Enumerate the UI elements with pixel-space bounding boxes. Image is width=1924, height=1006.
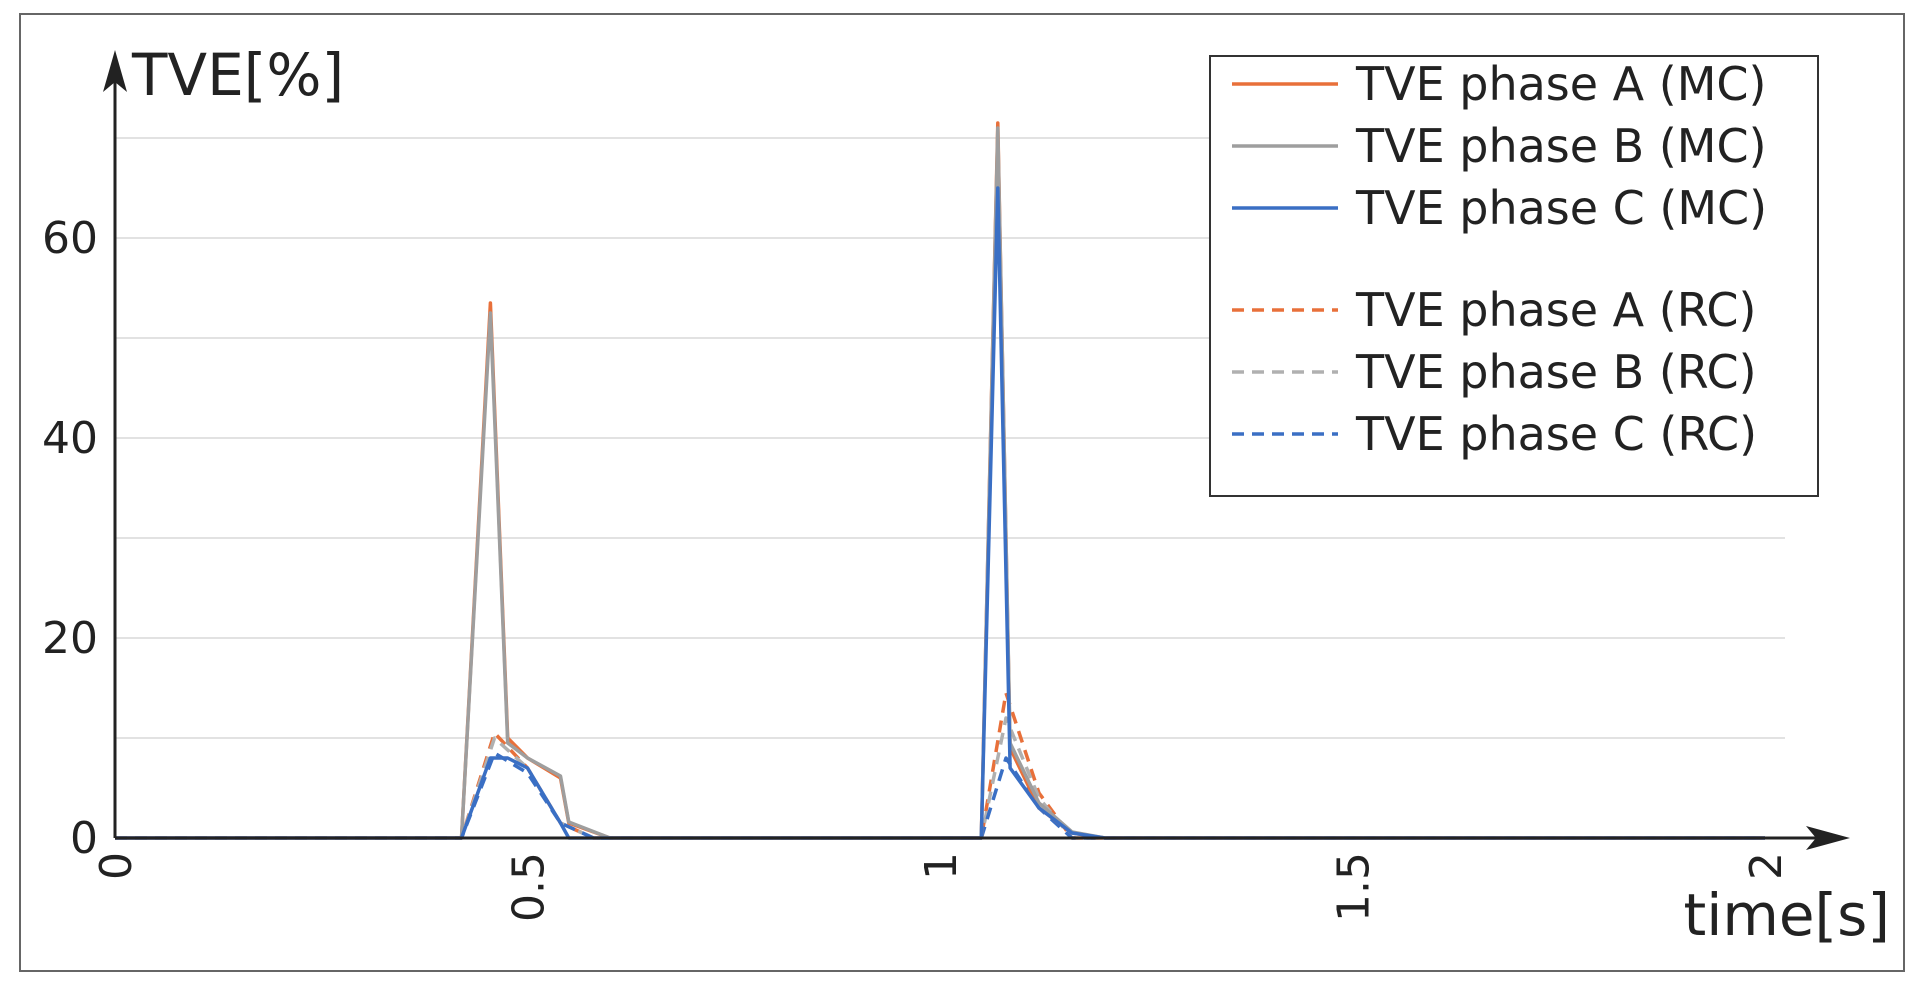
legend-label: TVE phase A (RC) — [1355, 283, 1756, 337]
y-tick-label: 0 — [70, 813, 98, 864]
legend-label: TVE phase B (MC) — [1355, 119, 1767, 173]
legend-label: TVE phase B (RC) — [1355, 345, 1757, 399]
legend-label: TVE phase A (MC) — [1355, 57, 1766, 111]
x-axis-label: time[s] — [1683, 881, 1890, 949]
tick-labels: 0 20 40 60 0 0.5 1 1.5 2 — [42, 213, 1792, 922]
legend-label: TVE phase C (RC) — [1355, 407, 1757, 461]
x-tick-label: 0 — [91, 852, 142, 880]
y-axis-label: TVE[%] — [131, 41, 344, 109]
x-axis-arrow-icon — [1806, 826, 1850, 850]
legend-box — [1209, 55, 1819, 497]
legend: TVE phase A (MC) TVE phase B (MC) TVE phas… — [1209, 55, 1819, 497]
x-tick-label: 1.5 — [1329, 852, 1380, 922]
y-tick-label: 40 — [42, 413, 98, 464]
x-tick-label: 2 — [1741, 852, 1792, 880]
x-tick-label: 0.5 — [504, 852, 555, 922]
axes — [103, 50, 1850, 850]
y-tick-label: 60 — [42, 213, 98, 264]
y-axis-arrow-icon — [103, 50, 127, 92]
legend-label: TVE phase C (MC) — [1355, 181, 1767, 235]
y-tick-label: 20 — [42, 613, 98, 664]
x-tick-label: 1 — [916, 852, 967, 880]
